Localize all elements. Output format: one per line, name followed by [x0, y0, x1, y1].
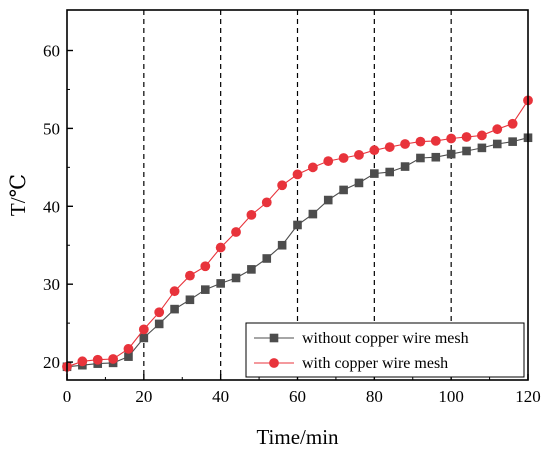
data-point-circle: [200, 261, 211, 272]
legend-box: [245, 322, 525, 378]
data-point-square: [185, 295, 195, 305]
legend: without copper wire mesh with copper wire…: [245, 322, 525, 378]
data-point-circle: [477, 130, 487, 141]
x-tick-label: 120: [515, 387, 541, 406]
data-point-circle: [154, 307, 165, 318]
data-point-square: [139, 333, 149, 343]
y-tick-label: 30: [43, 275, 60, 294]
data-point-square: [308, 209, 318, 219]
x-tick-label: 100: [438, 387, 464, 406]
data-point-square: [323, 195, 333, 205]
data-point-circle: [277, 180, 288, 191]
data-point-circle: [215, 242, 226, 253]
data-point-circle: [400, 139, 410, 149]
y-tick-label: 40: [43, 197, 60, 216]
data-point-circle: [461, 132, 472, 142]
data-point-circle: [77, 356, 88, 367]
data-point-square: [385, 167, 394, 177]
x-tick-label: 0: [63, 387, 72, 406]
y-tick-label: 60: [43, 42, 60, 61]
data-point-square: [339, 185, 348, 195]
data-point-circle: [108, 354, 118, 364]
data-point-square: [400, 162, 410, 171]
data-point-circle: [231, 227, 241, 237]
data-point-circle: [338, 153, 349, 163]
data-point-circle: [307, 162, 318, 173]
data-point-square: [216, 279, 225, 288]
legend-entry: with copper wire mesh: [254, 355, 448, 372]
data-point-square: [262, 254, 272, 263]
data-point-circle: [92, 354, 103, 365]
data-point-square: [247, 265, 256, 274]
data-point-circle: [492, 124, 503, 135]
data-point-square: [354, 178, 364, 188]
data-point-circle: [430, 135, 441, 146]
data-point-square: [462, 146, 471, 156]
data-point-square: [154, 319, 164, 329]
legend-entry: without copper wire mesh: [254, 330, 469, 347]
series-2: [62, 95, 533, 372]
data-point-circle: [507, 118, 518, 129]
data-point-circle: [269, 358, 279, 368]
data-point-square: [508, 137, 517, 146]
x-axis-title: Time/min: [256, 425, 339, 449]
data-point-square: [231, 273, 241, 283]
x-tick-label: 60: [289, 387, 306, 406]
data-point-circle: [185, 270, 195, 281]
y-axis-title: T/℃: [6, 174, 30, 216]
data-point-circle: [415, 136, 426, 147]
x-tick-label: 80: [366, 387, 383, 406]
legend-label: with copper wire mesh: [302, 355, 448, 372]
data-point-square: [170, 304, 179, 314]
data-point-square: [446, 149, 456, 159]
legend-label: without copper wire mesh: [302, 330, 469, 347]
data-point-circle: [246, 209, 257, 220]
data-point-circle: [138, 324, 149, 335]
data-point-square: [431, 152, 441, 162]
data-point-circle: [323, 156, 334, 167]
data-point-circle: [261, 197, 272, 208]
data-point-circle: [123, 343, 134, 354]
series-layer: [62, 95, 533, 372]
vertical-reference-lines: [143, 10, 452, 380]
data-point-circle: [384, 142, 395, 152]
y-tick-label: 20: [43, 353, 60, 372]
data-point-square: [370, 169, 379, 178]
data-point-square: [124, 352, 133, 361]
data-point-square: [269, 333, 279, 343]
data-point-circle: [292, 169, 303, 180]
data-point-square: [477, 143, 487, 153]
data-point-circle: [169, 286, 180, 297]
y-tick-label: 50: [43, 119, 60, 138]
data-point-circle: [446, 133, 457, 144]
data-point-square: [416, 153, 425, 163]
data-point-circle: [369, 145, 380, 156]
data-point-square: [201, 285, 210, 294]
data-point-circle: [354, 149, 364, 160]
x-tick-label: 20: [135, 387, 152, 406]
x-tick-label: 40: [212, 387, 229, 406]
data-point-square: [277, 240, 287, 250]
data-point-square: [293, 220, 302, 230]
data-point-square: [492, 139, 502, 149]
